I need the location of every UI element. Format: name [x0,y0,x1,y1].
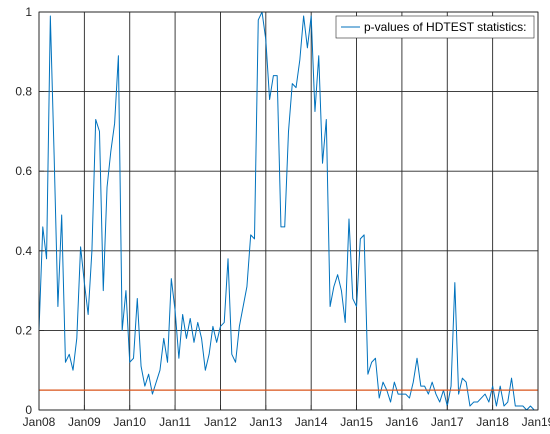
x-tick-label: Jan18 [476,415,509,429]
legend: p-values of HDTEST statistics: [335,15,535,39]
x-tick-label: Jan09 [68,415,101,429]
y-tick-label: 1 [25,5,32,19]
ticks: Jan08 Jan09 Jan10 Jan11 Jan12 Jan13 Jan14 Jan15… [15,5,550,429]
x-tick-label: Jan08 [23,415,56,429]
x-tick-label: Jan12 [204,415,237,429]
x-tick-label: Jan10 [113,415,146,429]
x-tick-label: Jan16 [386,415,419,429]
x-tick-label: Jan11 [159,415,191,429]
x-tick-label: Jan19 [522,415,550,429]
y-tick-label: 0.8 [15,85,32,99]
x-tick-label: Jan17 [431,415,464,429]
y-tick-label: 0.4 [15,244,32,258]
series-line [38,11,535,411]
y-tick-label: 0 [25,403,32,417]
x-tick-label: Jan14 [295,415,328,429]
legend-label: p-values of HDTEST statistics: [364,20,527,34]
x-tick-label: Jan15 [340,415,373,429]
plot-background [39,12,538,410]
series-layer [38,11,538,411]
legend-box [335,15,535,39]
y-tick-label: 0.2 [15,323,32,337]
x-tick-label: Jan13 [249,415,282,429]
plot-frame [38,11,539,411]
y-tick-label: 0.6 [15,164,32,178]
